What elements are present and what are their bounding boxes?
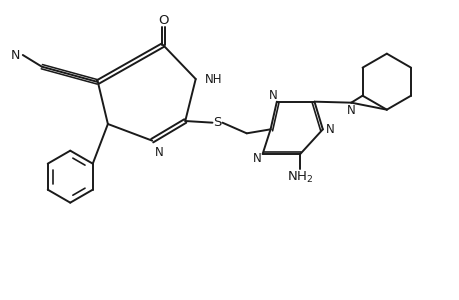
Text: N: N <box>155 146 163 159</box>
Text: S: S <box>213 116 221 129</box>
Text: NH: NH <box>204 73 222 85</box>
Text: N: N <box>346 104 355 117</box>
Text: O: O <box>157 14 168 26</box>
Text: N: N <box>11 49 21 62</box>
Text: NH$_2$: NH$_2$ <box>286 169 313 184</box>
Text: N: N <box>252 152 261 165</box>
Text: N: N <box>269 89 277 102</box>
Text: N: N <box>325 123 334 136</box>
